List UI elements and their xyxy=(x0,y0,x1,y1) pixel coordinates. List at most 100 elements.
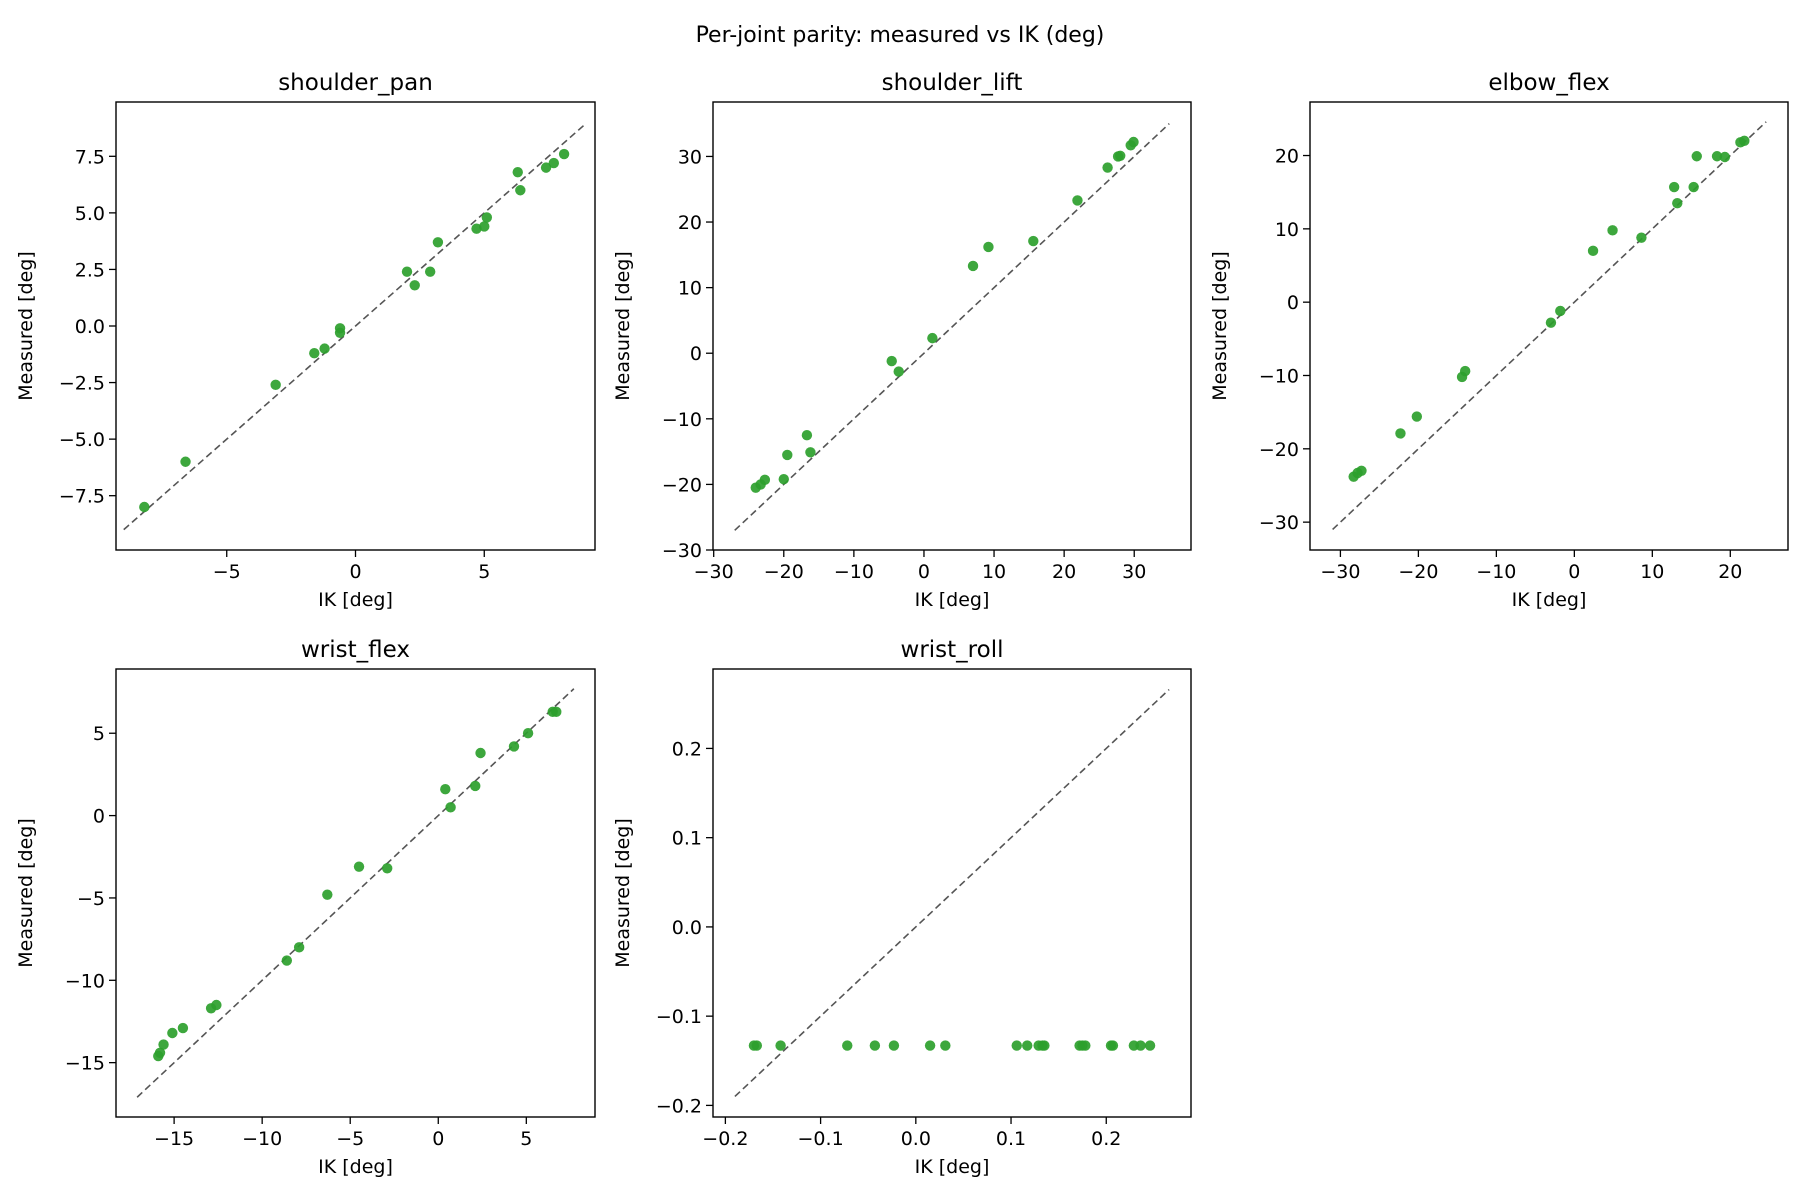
x-tick-label: −0.2 xyxy=(702,1128,748,1150)
data-point xyxy=(440,784,451,795)
y-tick-label: 30 xyxy=(678,146,702,168)
y-tick-label: −0.1 xyxy=(656,1006,702,1028)
x-tick-label: 0 xyxy=(349,561,361,583)
data-point xyxy=(1128,136,1139,148)
data-point xyxy=(322,889,333,900)
plot-frame xyxy=(712,668,1192,1118)
data-point xyxy=(1739,135,1750,147)
subplot-shoulder-lift: −30 −20 −10 0 10 20 30 −30 −20 −10 0 10 20 30 shoulder… xyxy=(612,70,1192,611)
x-tick-label: 20 xyxy=(1718,561,1742,583)
data-point xyxy=(1028,235,1039,247)
y-tick-label: −15 xyxy=(65,1053,105,1075)
subplot-wrist-flex: −15 −10 −5 0 5 −15 −10 −5 0 5 wrist_flex IK [deg] Me… xyxy=(15,637,596,1178)
y-tick-label: −30 xyxy=(1259,512,1299,534)
y-tick-label: −10 xyxy=(65,970,105,992)
subplot-grid: −5 0 5 −7.5 −5.0 −2.5 0.0 2.5 5.0 7.5 shoulder_pan… xyxy=(15,70,1789,1178)
data-point xyxy=(775,1040,786,1051)
data-point xyxy=(1356,465,1367,477)
data-point xyxy=(782,449,793,461)
y-tick-label: 5 xyxy=(93,723,105,745)
identity-line xyxy=(734,123,1170,531)
x-tick-label: −10 xyxy=(1476,561,1516,583)
data-point xyxy=(983,241,994,253)
x-axis-label: IK [deg] xyxy=(318,589,393,611)
data-point xyxy=(1459,365,1471,377)
y-tick-label: −2.5 xyxy=(59,373,105,395)
data-point xyxy=(401,266,413,277)
data-point xyxy=(1668,181,1680,193)
data-point xyxy=(540,162,552,173)
data-point xyxy=(481,212,493,223)
y-axis-label: Measured [deg] xyxy=(612,818,634,968)
data-point xyxy=(1144,1040,1156,1051)
data-point xyxy=(759,474,771,486)
data-point xyxy=(522,728,534,739)
x-tick-label: −5 xyxy=(336,1128,364,1150)
data-point xyxy=(888,1040,900,1051)
data-point xyxy=(869,1040,881,1051)
y-tick-label: 5.0 xyxy=(75,203,105,225)
data-point xyxy=(967,260,979,272)
data-point xyxy=(177,1022,189,1034)
y-axis-label: Measured [deg] xyxy=(1209,251,1231,401)
x-tick-label: −20 xyxy=(1398,561,1438,583)
data-point xyxy=(801,430,813,441)
y-tick-label: 10 xyxy=(678,278,702,300)
x-axis-label: IK [deg] xyxy=(318,1156,393,1178)
x-tick-label: 0 xyxy=(918,561,930,583)
data-point xyxy=(842,1040,853,1051)
data-point xyxy=(158,1039,169,1050)
y-tick-label: −10 xyxy=(662,409,702,431)
y-axis-label: Measured [deg] xyxy=(15,251,37,401)
y-axis-label: Measured [deg] xyxy=(15,818,37,968)
x-tick-label: 0.1 xyxy=(996,1128,1026,1150)
subplot-wrist-roll: −0.2 −0.1 0.0 0.1 0.2 −0.2 −0.1 0.0 0.1 0.2 wrist_… xyxy=(612,637,1192,1178)
x-axis-label: IK [deg] xyxy=(915,1156,990,1178)
data-point xyxy=(409,280,420,291)
data-point xyxy=(805,447,816,458)
identity-line xyxy=(136,688,575,1098)
y-tick-label: −20 xyxy=(1259,439,1299,461)
data-point xyxy=(751,1040,763,1051)
y-tick-label: −5.0 xyxy=(59,429,105,451)
data-point xyxy=(1072,195,1083,206)
data-point xyxy=(1587,245,1599,257)
x-tick-label: −30 xyxy=(1320,561,1360,583)
y-axis-label: Measured [deg] xyxy=(612,251,634,401)
x-tick-label: 10 xyxy=(982,561,1006,583)
data-point xyxy=(309,347,320,359)
x-tick-label: −10 xyxy=(242,1128,282,1150)
plot-frame xyxy=(712,101,1192,551)
data-point xyxy=(1691,151,1702,162)
figure-title: Per-joint parity: measured vs IK (deg) xyxy=(696,23,1105,48)
data-point xyxy=(154,1047,166,1058)
y-tick-label: −7.5 xyxy=(59,486,105,508)
y-tick-label: 20 xyxy=(678,212,702,234)
data-point xyxy=(893,366,904,377)
x-tick-label: 20 xyxy=(1052,561,1076,583)
data-point xyxy=(1102,162,1113,173)
data-point xyxy=(445,802,456,813)
x-tick-label: −10 xyxy=(834,561,874,583)
y-tick-label: −10 xyxy=(1259,365,1299,387)
x-tick-label: −15 xyxy=(154,1128,194,1150)
x-tick-label: 5 xyxy=(478,561,490,583)
y-tick-label: 0.0 xyxy=(672,917,702,939)
y-tick-label: 0 xyxy=(93,806,105,828)
y-tick-label: 0 xyxy=(1287,292,1299,314)
y-tick-label: 2.5 xyxy=(75,259,105,281)
data-point xyxy=(1107,1040,1119,1051)
plot-frame xyxy=(115,668,596,1118)
data-point xyxy=(293,942,305,953)
data-point xyxy=(1135,1040,1146,1051)
data-point xyxy=(1672,197,1683,209)
y-tick-label: 0.0 xyxy=(75,316,105,338)
y-tick-label: 0.2 xyxy=(672,738,702,760)
subplot-title: shoulder_pan xyxy=(278,70,433,96)
data-point xyxy=(1545,317,1557,328)
data-point xyxy=(1022,1040,1033,1051)
data-point xyxy=(381,863,393,874)
data-point xyxy=(424,266,436,277)
x-tick-label: −30 xyxy=(694,561,734,583)
